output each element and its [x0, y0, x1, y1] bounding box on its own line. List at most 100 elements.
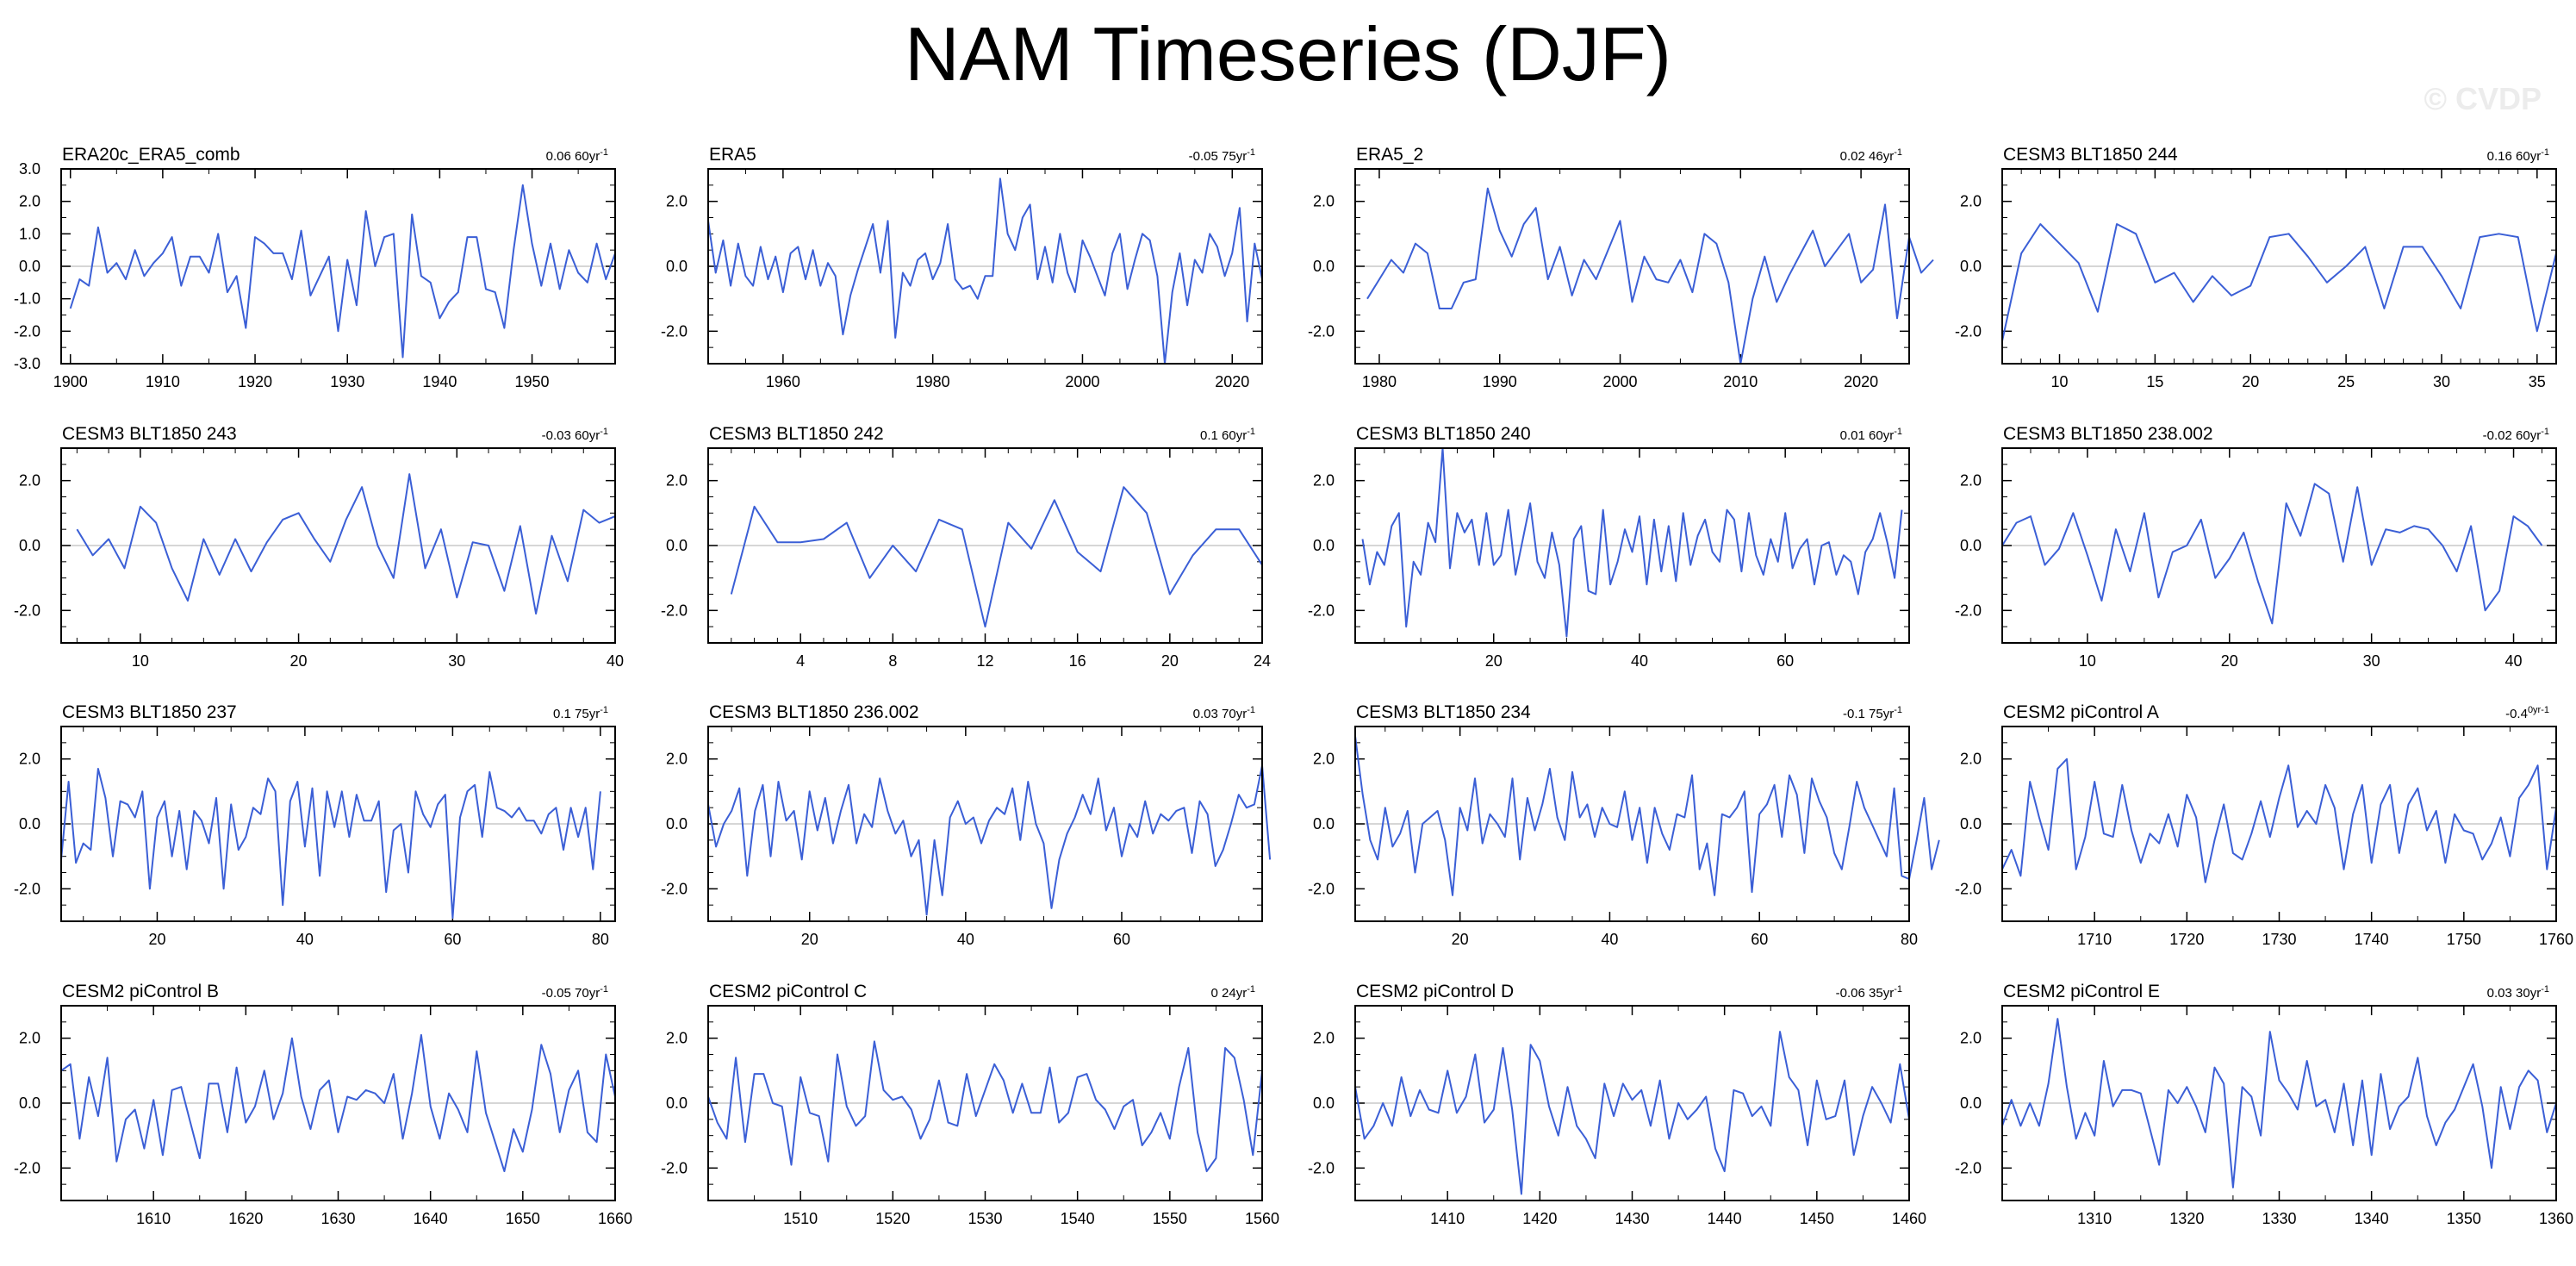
series-line [707, 1040, 1263, 1173]
x-tick-label: 40 [957, 931, 974, 948]
x-tick-label: 25 [2337, 373, 2355, 390]
x-tick-label: 1900 [53, 373, 88, 390]
y-tick-label: 0.0 [1313, 1094, 1335, 1112]
y-tick-label: 0.0 [19, 815, 40, 833]
panel-13: CESM2 piControl B -0.05 70yr-1 -2.0 0.0 2.0 1… [14, 982, 632, 1227]
series-line [2001, 758, 2557, 883]
x-tick-label: 1310 [2077, 1210, 2112, 1227]
trend-value: 0.03 70yr [1193, 707, 1248, 721]
y-tick-label: 0.0 [19, 1094, 40, 1112]
y-tick-label: -2.0 [14, 880, 40, 897]
trend-superscript: 0yr-1 [2528, 705, 2549, 715]
panel-11: CESM3 BLT1850 234 -0.1 75yr-1 -2.0 0.0 2.0 20… [1308, 702, 1940, 948]
panel-trend-label: 0.03 70yr-1 [1193, 705, 1255, 721]
y-tick-label: 2.0 [666, 193, 688, 210]
series-line [76, 473, 616, 615]
x-tick-label: 1750 [2447, 931, 2481, 948]
x-tick-label: 1660 [598, 1210, 632, 1227]
panel-15: CESM2 piControl D -0.06 35yr-1 -2.0 0.0 2.0 1… [1308, 982, 1926, 1227]
plot-frame [1354, 726, 1910, 922]
trend-superscript: -1 [600, 984, 608, 995]
x-tick-label: 1980 [1362, 373, 1397, 390]
y-tick-label: -2.0 [661, 880, 688, 897]
trend-value: 0.02 46yr [1840, 149, 1895, 164]
x-tick-label: 30 [2363, 652, 2380, 670]
trend-value: -0.4 [2505, 707, 2528, 721]
trend-value: 0.16 60yr [2487, 149, 2542, 164]
panel-trend-label: -0.02 60yr-1 [2483, 427, 2549, 443]
x-tick-label: 1450 [1800, 1210, 1834, 1227]
plot-frame [707, 168, 1263, 365]
x-tick-label: 1530 [968, 1210, 1002, 1227]
y-tick-label: 3.0 [19, 160, 40, 178]
x-tick-label: 60 [1751, 931, 1768, 948]
series-line [707, 178, 1263, 365]
panel-trend-label: -0.05 75yr-1 [1189, 147, 1255, 164]
series-line [2001, 223, 2557, 341]
y-tick-label: 2.0 [1313, 1030, 1335, 1047]
trend-value: -0.05 75yr [1189, 149, 1248, 164]
panel-title: CESM2 piControl B [62, 982, 219, 1001]
x-tick-label: 1980 [916, 373, 950, 390]
plot-frame [2001, 1005, 2557, 1201]
y-tick-label: 2.0 [1313, 751, 1335, 768]
x-tick-label: 1550 [1153, 1210, 1187, 1227]
x-tick-label: 1560 [1245, 1210, 1279, 1227]
panel-7: CESM3 BLT1850 240 0.01 60yr-1 -2.0 0.0 2.0 20… [1308, 424, 1910, 670]
x-tick-label: 1930 [330, 373, 364, 390]
x-tick-label: 2020 [1844, 373, 1878, 390]
x-tick-label: 20 [1452, 931, 1469, 948]
trend-superscript: -1 [600, 147, 608, 158]
trend-superscript: -1 [1247, 147, 1255, 158]
x-tick-label: 1640 [414, 1210, 448, 1227]
plot-frame [2001, 726, 2557, 922]
y-tick-label: 0.0 [19, 537, 40, 554]
y-tick-label: -2.0 [661, 322, 688, 340]
panel-6: CESM3 BLT1850 242 0.1 60yr-1 -2.0 0.0 2.0 4 8 1… [661, 424, 1271, 670]
y-tick-label: 0.0 [666, 258, 688, 275]
x-tick-label: 40 [2505, 652, 2523, 670]
y-tick-label: -2.0 [1955, 1159, 1982, 1176]
y-tick-label: -2.0 [1955, 880, 1982, 897]
x-tick-label: 1940 [422, 373, 457, 390]
plot-frame [707, 1005, 1263, 1201]
x-tick-label: 1730 [2262, 931, 2296, 948]
x-tick-label: 1620 [228, 1210, 263, 1227]
trend-value: 0.1 75yr [553, 707, 600, 721]
panel-9: CESM3 BLT1850 237 0.1 75yr-1 -2.0 0.0 2.0 20 4… [14, 702, 616, 948]
x-tick-label: 10 [2079, 652, 2096, 670]
y-tick-label: -2.0 [1955, 322, 1982, 340]
plot-frame [60, 168, 616, 365]
trend-superscript: -1 [2541, 147, 2549, 158]
y-tick-label: 2.0 [1960, 1030, 1982, 1047]
x-tick-label: 60 [1776, 652, 1794, 670]
panel-trend-label: -0.03 60yr-1 [542, 427, 608, 443]
y-tick-label: 0.0 [1960, 537, 1982, 554]
x-tick-label: 1960 [766, 373, 800, 390]
x-tick-label: 1710 [2077, 931, 2112, 948]
x-tick-label: 1950 [515, 373, 550, 390]
x-tick-label: 40 [1631, 652, 1648, 670]
trend-superscript: -1 [1247, 705, 1255, 715]
panel-title: CESM3 BLT1850 238.002 [2003, 424, 2213, 444]
trend-superscript: -1 [2541, 984, 2549, 995]
panel-title: CESM2 piControl D [1356, 982, 1514, 1001]
x-tick-label: 1910 [146, 373, 180, 390]
panel-1: ERA20c_ERA5_comb 0.06 60yr-1 -3.0 -2.0 -1.0 0… [14, 145, 616, 390]
y-tick-label: 2.0 [1313, 472, 1335, 490]
trend-superscript: -1 [1894, 427, 1902, 437]
trend-value: -0.03 60yr [542, 428, 600, 443]
x-tick-label: 20 [2242, 373, 2259, 390]
trend-superscript: -1 [1894, 147, 1902, 158]
trend-superscript: -1 [1247, 427, 1255, 437]
y-tick-label: 0.0 [19, 258, 40, 275]
x-tick-label: 1510 [783, 1210, 818, 1227]
panel-10: CESM3 BLT1850 236.002 0.03 70yr-1 -2.0 0.0 2… [661, 702, 1272, 948]
panel-8: CESM3 BLT1850 238.002 -0.02 60yr-1 -2.0 0.0… [1955, 424, 2557, 670]
panel-trend-label: 0.1 60yr-1 [1200, 427, 1255, 443]
trend-superscript: -1 [600, 705, 608, 715]
panel-title: CESM3 BLT1850 236.002 [709, 702, 919, 722]
x-tick-label: 20 [1485, 652, 1503, 670]
x-tick-label: 1540 [1061, 1210, 1095, 1227]
